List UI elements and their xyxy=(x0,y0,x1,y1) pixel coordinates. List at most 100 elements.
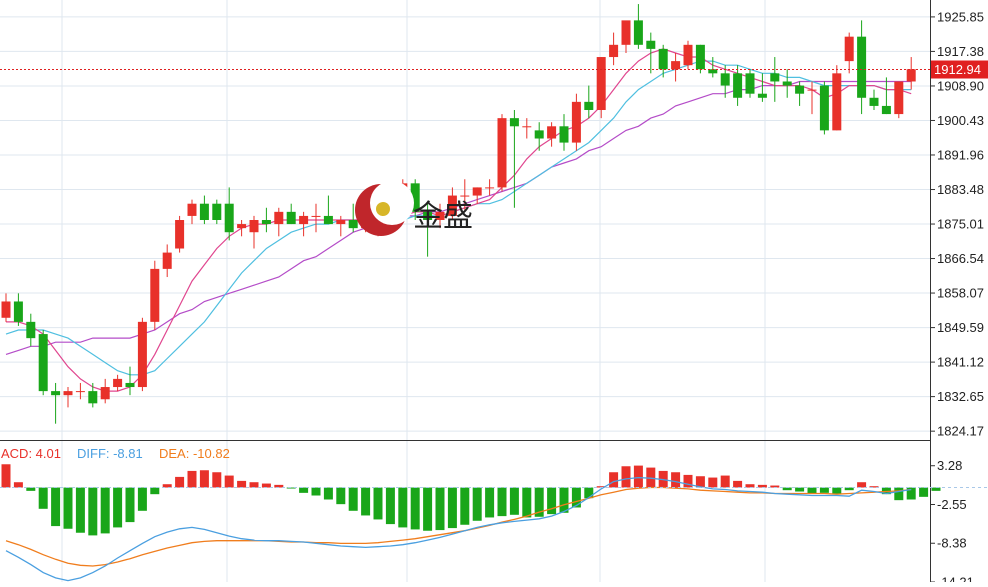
macd-bar xyxy=(460,487,470,525)
macd-bar xyxy=(336,487,346,505)
price-tick-label: 1917.38 xyxy=(937,44,984,59)
current-price-badge xyxy=(931,60,988,79)
macd-bar xyxy=(857,482,867,488)
macd-bar xyxy=(361,487,371,516)
macd-bar xyxy=(26,487,36,491)
macd-bar xyxy=(584,487,594,499)
macd-bar xyxy=(137,487,147,511)
candle-body xyxy=(113,378,123,388)
macd-bar xyxy=(819,487,829,493)
candle-body xyxy=(150,268,160,322)
macd-bar xyxy=(683,474,693,488)
price-tick-label: 1849.59 xyxy=(937,320,984,335)
candle-body xyxy=(162,252,172,269)
price-tick-label: 1841.12 xyxy=(937,355,984,370)
price-tick-label: 1832.65 xyxy=(937,389,984,404)
candle-body xyxy=(795,85,805,94)
macd-bar xyxy=(807,487,817,494)
candle-body xyxy=(348,220,358,229)
price-tick-label: 1891.96 xyxy=(937,147,984,162)
macd-tick-label: 3.28 xyxy=(937,458,962,473)
macd-bar xyxy=(559,487,569,513)
candlesticks xyxy=(1,4,916,424)
candle-body xyxy=(770,73,780,82)
candle-body xyxy=(782,81,792,86)
macd-bar xyxy=(522,487,532,518)
macd-bar xyxy=(757,484,767,488)
macd-bar xyxy=(162,484,172,488)
price-tick-label: 1875.01 xyxy=(937,217,984,232)
macd-bar xyxy=(844,487,854,491)
macd-bar xyxy=(497,487,507,517)
watermark-text: 金盛 xyxy=(413,199,473,234)
candle-body xyxy=(745,73,755,94)
candle-body xyxy=(224,203,234,233)
macd-bar xyxy=(695,476,705,488)
macd-bar xyxy=(596,486,606,488)
macd-bar xyxy=(212,472,222,488)
macd-bar xyxy=(671,472,681,488)
price-tick-label: 1858.07 xyxy=(937,286,984,301)
macd-bar xyxy=(919,487,929,497)
candle-body xyxy=(695,44,705,70)
macd-bar xyxy=(782,487,792,491)
macd-bar xyxy=(410,487,420,530)
macd-bar xyxy=(88,487,98,536)
macd-bar xyxy=(571,487,581,508)
macd-bar xyxy=(348,487,358,511)
macd-bar xyxy=(286,487,296,489)
candle-body xyxy=(299,215,309,225)
candle-body xyxy=(199,203,209,220)
candle-body xyxy=(522,126,532,128)
candle-body xyxy=(757,93,767,98)
macd-bar xyxy=(13,482,23,488)
candle-body xyxy=(435,211,445,220)
dea-line xyxy=(5,486,912,567)
candle-body xyxy=(125,382,135,388)
macd-bar xyxy=(100,487,110,534)
macd-bar xyxy=(261,483,271,488)
diff-line xyxy=(5,476,912,582)
candle-body xyxy=(460,195,470,197)
price-tick-label: 1908.90 xyxy=(937,78,984,93)
candle-body xyxy=(534,130,544,139)
price-tick-label: 1883.48 xyxy=(937,182,984,197)
macd-bar xyxy=(931,487,941,491)
candle-body xyxy=(671,61,681,70)
candle-body xyxy=(584,101,594,110)
macd-bar xyxy=(323,487,333,500)
candle-body xyxy=(547,126,557,139)
macd-tick-label: -2.55 xyxy=(937,497,967,512)
macd-axis: 3.28 -2.55 -8.38 -14.21 xyxy=(0,458,988,587)
macd-bar xyxy=(299,487,309,493)
macd-bar xyxy=(869,486,879,488)
legend-dea: DEA: -10.82 xyxy=(159,446,230,461)
macd-bar xyxy=(311,487,321,496)
macd-lines xyxy=(5,476,912,582)
candle-body xyxy=(906,69,916,82)
candle-body xyxy=(894,81,904,115)
candle-body xyxy=(472,187,482,196)
candle-body xyxy=(100,387,110,400)
candle-body xyxy=(844,36,854,62)
candle-body xyxy=(646,40,656,49)
macd-bar xyxy=(175,476,185,488)
candle-body xyxy=(88,391,98,404)
macd-bar xyxy=(224,475,234,488)
macd-bar xyxy=(447,487,457,529)
candle-body xyxy=(633,20,643,45)
jinsheng-logo-icon xyxy=(355,181,414,236)
ma-slow-line xyxy=(5,80,912,355)
price-tick-label: 1824.17 xyxy=(937,424,984,439)
macd-bar xyxy=(51,487,61,527)
candle-body xyxy=(13,301,23,322)
macd-bar xyxy=(547,487,557,515)
macd-tick-label: -14.21 xyxy=(937,575,974,583)
moving-averages xyxy=(5,48,912,392)
candle-body xyxy=(212,203,222,220)
candle-body xyxy=(447,195,457,216)
candle-body xyxy=(274,211,284,225)
macd-bar xyxy=(1,464,11,488)
macd-bar xyxy=(274,484,284,488)
